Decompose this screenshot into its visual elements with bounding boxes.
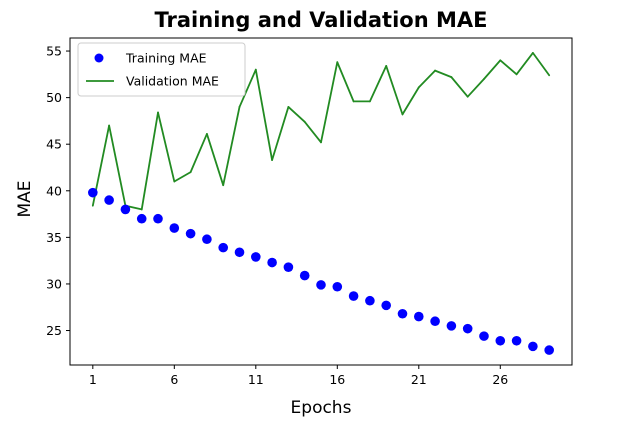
validation-mae-segment xyxy=(417,69,436,89)
training-mae-point xyxy=(153,213,163,224)
plot-area xyxy=(88,52,554,355)
chart-title: Training and Validation MAE xyxy=(155,8,488,32)
training-mae-point xyxy=(104,195,114,205)
training-mae-point xyxy=(495,335,506,346)
legend-training-marker xyxy=(94,53,104,63)
x-axis-label: Epochs xyxy=(291,398,352,418)
training-mae-point xyxy=(234,247,245,258)
training-mae-point xyxy=(316,280,326,290)
training-mae-point xyxy=(169,223,180,233)
validation-mae-segment xyxy=(450,76,469,98)
y-tick-label: 45 xyxy=(46,137,62,152)
x-tick-label: 11 xyxy=(248,372,264,387)
x-tick-label: 6 xyxy=(170,372,178,387)
training-mae-point xyxy=(397,308,408,319)
validation-mae-segment xyxy=(466,78,485,98)
training-mae-point xyxy=(251,252,261,262)
validation-mae-segment xyxy=(271,106,290,161)
validation-mae-segment xyxy=(531,52,551,77)
validation-mae-segment xyxy=(189,133,208,174)
validation-mae-segment xyxy=(206,133,225,187)
training-mae-point xyxy=(430,316,440,327)
training-mae-point xyxy=(267,257,277,268)
training-mae-point xyxy=(381,300,391,311)
validation-mae-segment xyxy=(287,106,306,123)
training-mae-point xyxy=(332,281,343,292)
y-axis: 25 30 35 40 45 50 55 xyxy=(46,44,70,338)
training-mae-point xyxy=(462,323,473,334)
training-mae-point xyxy=(348,291,359,301)
training-mae-point xyxy=(365,295,375,306)
training-mae-point xyxy=(479,331,489,341)
y-tick-label: 40 xyxy=(46,183,62,198)
legend-box xyxy=(77,42,246,97)
validation-mae-segment xyxy=(222,106,241,187)
training-mae-point xyxy=(202,234,212,245)
validation-mae-segment xyxy=(483,59,502,80)
x-tick-label: 26 xyxy=(492,372,508,387)
y-tick-label: 55 xyxy=(46,44,62,59)
y-tick-label: 50 xyxy=(46,90,62,105)
plot-frame xyxy=(69,37,573,366)
validation-mae-segment xyxy=(303,120,322,144)
x-tick-label: 16 xyxy=(329,372,345,387)
x-tick-label: 1 xyxy=(89,372,97,387)
x-tick-label: 21 xyxy=(411,372,427,387)
validation-mae-segment xyxy=(499,59,518,76)
training-mae-point xyxy=(544,345,554,355)
legend-validation-label: Validation MAE xyxy=(126,74,219,89)
training-mae-point xyxy=(446,321,457,331)
y-tick-label: 30 xyxy=(46,276,62,291)
y-tick-label: 35 xyxy=(46,230,62,245)
validation-mae-segment xyxy=(515,52,534,76)
validation-mae-segment xyxy=(173,171,192,183)
validation-mae-segment xyxy=(238,68,257,108)
validation-mae-segment xyxy=(434,69,453,79)
validation-mae-segment xyxy=(401,86,420,116)
training-mae-point xyxy=(218,242,229,253)
training-mae-point xyxy=(299,270,310,281)
training-mae-point xyxy=(283,262,294,272)
x-axis: 1 6 11 16 21 26 xyxy=(89,365,508,387)
y-axis-label: MAE xyxy=(15,180,35,217)
validation-mae-segment xyxy=(385,65,404,116)
training-mae-point xyxy=(120,204,131,215)
training-mae-point xyxy=(136,213,147,224)
validation-mae-segment xyxy=(254,68,274,161)
training-mae-point xyxy=(528,341,538,352)
validation-mae-segment xyxy=(157,111,176,183)
legend: Training MAE Validation MAE xyxy=(77,42,246,97)
legend-training-label: Training MAE xyxy=(125,51,207,66)
training-mae-point xyxy=(413,311,424,322)
training-mae-point xyxy=(511,335,522,346)
validation-mae-segment xyxy=(320,61,339,144)
validation-mae-segment xyxy=(336,61,355,103)
training-mae-point xyxy=(185,228,196,239)
training-mae-point xyxy=(88,187,98,198)
y-tick-label: 25 xyxy=(46,323,62,338)
validation-mae-segment xyxy=(108,124,127,207)
validation-mae-segment xyxy=(368,65,388,103)
validation-mae-segment xyxy=(140,111,159,211)
